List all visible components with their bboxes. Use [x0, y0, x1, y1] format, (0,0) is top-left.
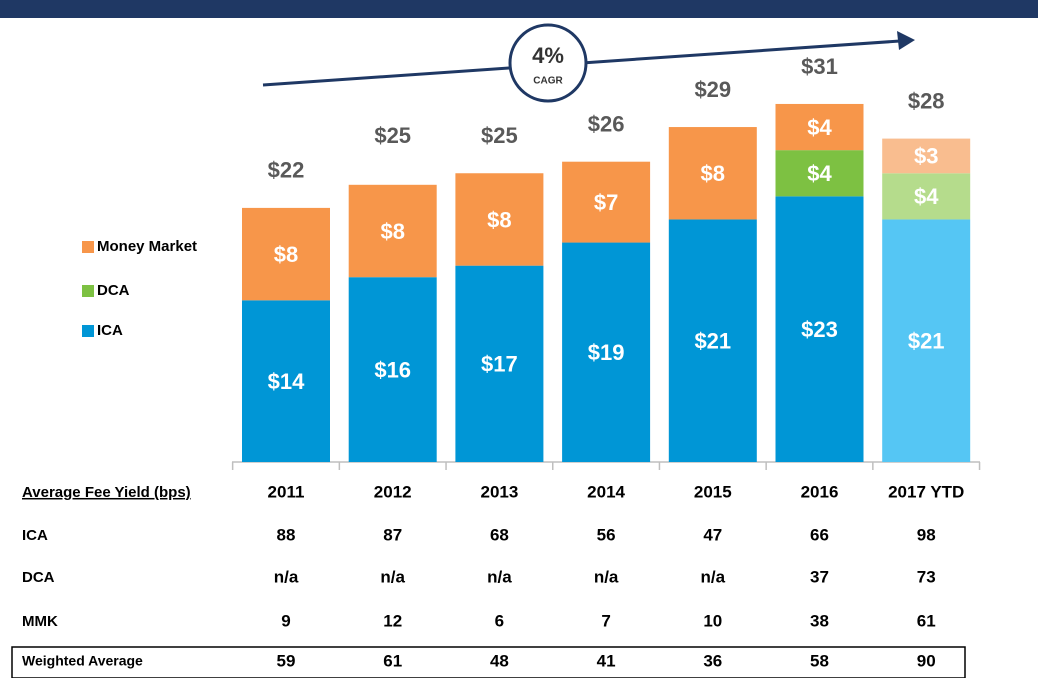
row-label: DCA [22, 569, 55, 586]
bar-segment [242, 207, 330, 301]
table-cell: 47 [703, 525, 722, 544]
total-label: $25 [374, 123, 411, 148]
total-label: $22 [268, 158, 305, 183]
bar-segment [348, 277, 437, 462]
x-tick-label: 2015 [694, 482, 732, 501]
table-cell: 48 [490, 651, 509, 670]
total-label: $28 [908, 88, 945, 113]
segment-label: $14 [268, 369, 305, 394]
bar-segment [455, 265, 544, 462]
cagr-badge [508, 23, 588, 103]
table-cell: 87 [383, 525, 402, 544]
table-cell: 10 [703, 611, 722, 630]
bar-segment [668, 219, 757, 462]
bar-segment [668, 127, 757, 220]
bar-segment [882, 138, 971, 174]
segment-label: $8 [487, 207, 511, 232]
segment-label: $8 [701, 161, 725, 186]
x-tick-label: 2014 [587, 482, 625, 501]
table-cell: 12 [383, 611, 402, 630]
header-band [0, 0, 1038, 18]
weighted-box [11, 646, 966, 678]
table-cell: 59 [277, 651, 296, 670]
legend-label: Money Market [97, 238, 197, 255]
segment-label: $7 [594, 190, 618, 215]
segment-label: $8 [274, 242, 298, 267]
table-cell: 38 [810, 611, 829, 630]
table-cell: 61 [383, 651, 402, 670]
segment-label: $17 [481, 352, 518, 377]
x-tick-label: 2011 [268, 482, 305, 501]
bar-segment [882, 219, 971, 462]
bar-segment [882, 173, 971, 220]
bar-segment [348, 184, 437, 278]
table-cell: 56 [597, 525, 616, 544]
table-cell: n/a [274, 567, 299, 586]
bar-segment [775, 196, 864, 462]
segment-label: $21 [694, 329, 731, 354]
table-cell: 88 [277, 525, 296, 544]
segment-label: $4 [914, 184, 939, 209]
table-cell: 6 [495, 611, 504, 630]
segment-label: $21 [908, 329, 945, 354]
bar-segment [562, 161, 651, 243]
cagr-label: CAGR [533, 76, 563, 87]
legend-swatch [82, 285, 94, 297]
table-cell: 98 [917, 525, 936, 544]
table-cell: 58 [810, 651, 829, 670]
table-cell: 73 [917, 567, 936, 586]
table-cell: n/a [701, 567, 726, 586]
row-label: ICA [22, 527, 48, 544]
table-cell: 9 [281, 611, 290, 630]
segment-label: $4 [807, 115, 832, 140]
table-cell: 61 [917, 611, 936, 630]
legend-label: ICA [97, 322, 123, 339]
table-cell: 66 [810, 525, 829, 544]
total-label: $31 [801, 54, 838, 79]
bar-segment [242, 300, 330, 462]
bar-segment [775, 103, 864, 151]
row-label: MMK [22, 613, 58, 630]
table-cell: 41 [597, 651, 616, 670]
table-cell: 37 [810, 567, 829, 586]
x-tick-label: 2016 [801, 482, 839, 501]
segment-label: $19 [588, 340, 625, 365]
cagr-value: 4% [532, 43, 564, 68]
total-label: $25 [481, 123, 518, 148]
table-cell: 36 [703, 651, 722, 670]
segment-label: $4 [807, 161, 832, 186]
bar-segment [775, 150, 864, 197]
bar-segment [455, 173, 544, 266]
segment-label: $16 [374, 357, 411, 382]
table-cell: n/a [380, 567, 405, 586]
table-cell: 7 [601, 611, 610, 630]
total-label: $26 [588, 112, 625, 137]
legend-swatch [82, 241, 94, 253]
table-cell: 68 [490, 525, 509, 544]
segment-label: $8 [380, 219, 404, 244]
segment-label: $23 [801, 317, 838, 342]
table-cell: n/a [487, 567, 512, 586]
x-tick-label: 2013 [480, 482, 518, 501]
row-label: Weighted Average [22, 653, 143, 669]
table-cell: n/a [594, 567, 619, 586]
x-tick-label: 2017 YTD [888, 482, 964, 501]
arrow-head [897, 31, 915, 50]
bar-segment [562, 242, 651, 462]
legend-swatch [82, 325, 94, 337]
table-cell: 90 [917, 651, 936, 670]
legend-label: DCA [97, 282, 130, 299]
x-tick-label: 2012 [374, 482, 412, 501]
total-label: $29 [694, 77, 731, 102]
table-header: Average Fee Yield (bps) [22, 484, 191, 501]
segment-label: $3 [914, 144, 938, 169]
